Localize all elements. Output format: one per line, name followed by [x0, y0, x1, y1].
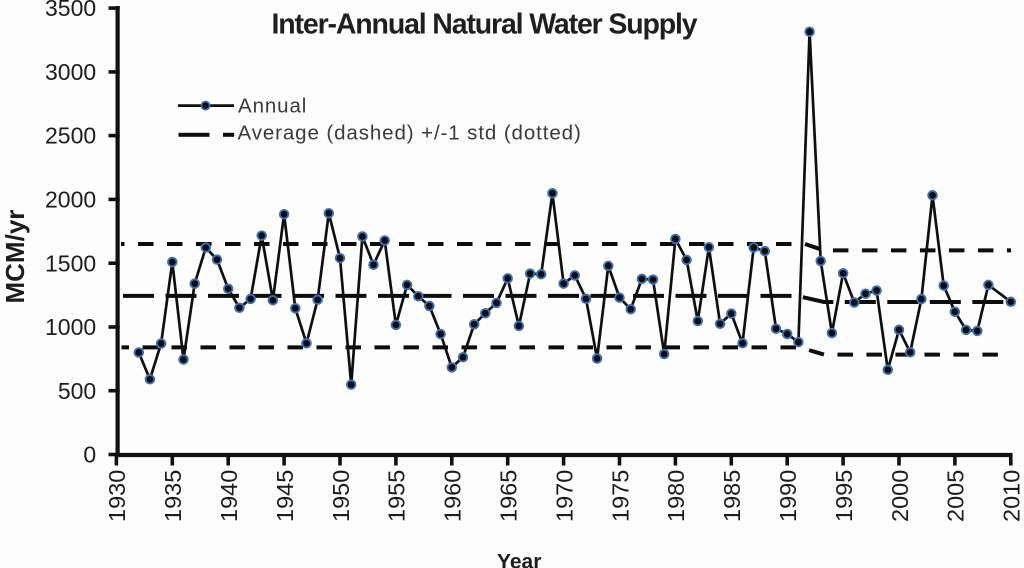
svg-text:2000: 2000	[887, 470, 913, 522]
svg-text:Average (dashed) +/-1 std (dot: Average (dashed) +/-1 std (dotted)	[238, 122, 582, 145]
svg-text:1950: 1950	[328, 470, 354, 522]
svg-text:1990: 1990	[775, 470, 801, 522]
svg-text:1000: 1000	[45, 314, 96, 340]
svg-text:1960: 1960	[440, 470, 466, 522]
svg-text:0: 0	[83, 442, 96, 468]
svg-text:1955: 1955	[384, 470, 410, 522]
svg-text:3000: 3000	[45, 59, 96, 85]
svg-text:1995: 1995	[831, 470, 857, 522]
svg-text:1940: 1940	[216, 470, 242, 522]
svg-text:Year: Year	[497, 550, 541, 568]
svg-text:1985: 1985	[719, 470, 745, 522]
svg-text:MCM/yr: MCM/yr	[0, 210, 30, 304]
svg-text:1970: 1970	[551, 470, 577, 522]
svg-text:1975: 1975	[607, 470, 633, 522]
svg-text:500: 500	[58, 378, 96, 404]
svg-text:1965: 1965	[496, 470, 522, 522]
svg-text:2005: 2005	[943, 470, 969, 522]
svg-text:2000: 2000	[45, 187, 96, 213]
svg-text:1945: 1945	[272, 470, 298, 522]
svg-text:1930: 1930	[104, 470, 130, 522]
svg-text:3500: 3500	[45, 0, 96, 21]
svg-text:Annual: Annual	[238, 95, 307, 118]
svg-text:2500: 2500	[45, 123, 96, 149]
svg-text:1500: 1500	[45, 250, 96, 276]
svg-text:2010: 2010	[999, 470, 1024, 522]
svg-text:Inter-Annual Natural Water Sup: Inter-Annual Natural Water Supply	[272, 9, 698, 41]
svg-text:1980: 1980	[663, 470, 689, 522]
svg-text:1935: 1935	[160, 470, 186, 522]
